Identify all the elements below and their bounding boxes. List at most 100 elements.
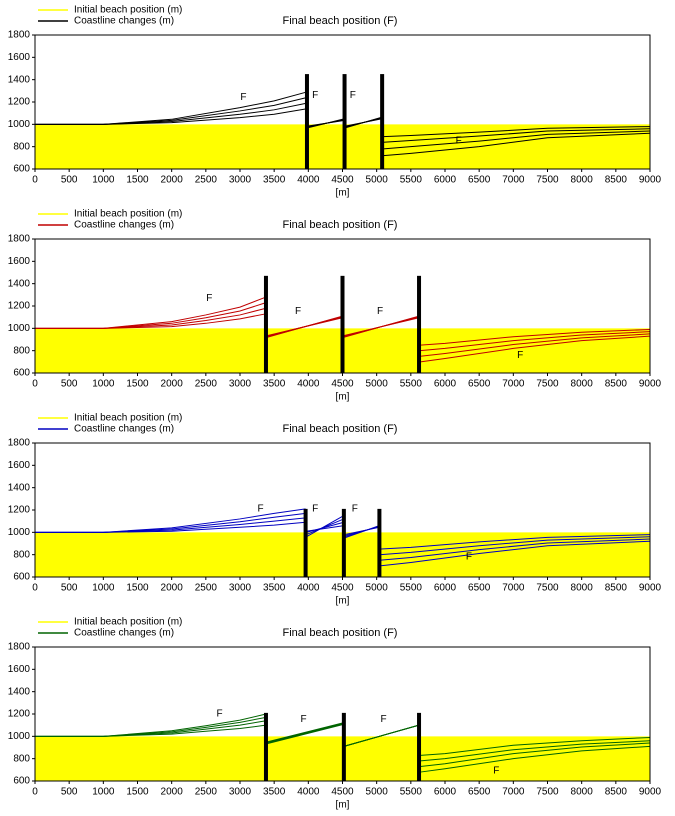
y-tick-label: 1200 (8, 301, 31, 312)
annotation: F (295, 306, 301, 317)
x-axis-label: [m] (336, 800, 350, 811)
x-tick-label: 3500 (263, 583, 286, 594)
x-tick-label: 8000 (571, 175, 594, 186)
x-tick-label: 9000 (639, 379, 662, 390)
x-tick-label: 2000 (161, 787, 184, 798)
chart: F F F F 600 800 1000 1200 1400 1600 1800 0 500 1000 15… (8, 5, 662, 199)
y-tick-label: 1000 (8, 527, 31, 538)
groin (417, 275, 422, 373)
x-tick-label: 2500 (195, 583, 218, 594)
x-tick-label: 9000 (639, 175, 662, 186)
x-tick-label: 0 (32, 583, 38, 594)
groin (340, 275, 345, 373)
x-tick-label: 5000 (366, 583, 389, 594)
x-tick-label: 7500 (536, 175, 559, 186)
chart: F F F F 600 800 1000 1200 1400 1600 1800 0 500 1000 15… (8, 617, 662, 811)
y-tick-label: 1200 (8, 709, 31, 720)
x-tick-label: 8500 (605, 175, 628, 186)
groin (263, 275, 268, 373)
groin (304, 74, 309, 169)
legend-label: Initial beach position (m) (74, 413, 182, 424)
x-tick-label: 6500 (468, 379, 491, 390)
x-tick-label: 6000 (434, 583, 457, 594)
x-tick-label: 8500 (605, 379, 628, 390)
y-tick-label: 1400 (8, 686, 31, 697)
y-tick-label: 1600 (8, 664, 31, 675)
x-tick-label: 7500 (536, 379, 559, 390)
legend-label: Initial beach position (m) (74, 617, 182, 628)
x-tick-label: 6500 (468, 583, 491, 594)
chart-title: Final beach position (F) (283, 15, 398, 27)
chart-title: Final beach position (F) (283, 423, 398, 435)
x-tick-label: 5000 (366, 175, 389, 186)
x-tick-label: 7000 (502, 583, 525, 594)
x-tick-label: 2000 (161, 175, 184, 186)
legend-label: Coastline changes (m) (74, 16, 174, 27)
x-tick-label: 6500 (468, 175, 491, 186)
y-tick-label: 1400 (8, 278, 31, 289)
x-tick-label: 6000 (434, 175, 457, 186)
annotation: F (257, 504, 263, 515)
x-tick-label: 5000 (366, 379, 389, 390)
x-tick-label: 6000 (434, 379, 457, 390)
x-tick-label: 4000 (297, 583, 320, 594)
y-tick-label: 600 (13, 776, 30, 787)
x-tick-label: 4000 (297, 379, 320, 390)
y-tick-label: 1000 (8, 323, 31, 334)
x-tick-label: 1500 (126, 583, 149, 594)
x-tick-label: 2500 (195, 787, 218, 798)
y-tick-label: 800 (13, 753, 30, 764)
x-tick-label: 500 (61, 583, 78, 594)
x-tick-label: 1000 (92, 175, 115, 186)
legend-label: Coastline changes (m) (74, 628, 174, 639)
legend-label: Initial beach position (m) (74, 5, 182, 16)
annotation: F (206, 293, 212, 304)
x-tick-label: 3000 (229, 175, 252, 186)
annotation: F (466, 552, 472, 563)
coastline (35, 720, 651, 762)
y-tick-label: 800 (13, 141, 30, 152)
x-tick-label: 7000 (502, 175, 525, 186)
x-axis-label: [m] (336, 596, 350, 607)
x-tick-label: 9000 (639, 583, 662, 594)
y-tick-label: 800 (13, 549, 30, 560)
x-tick-label: 5000 (366, 787, 389, 798)
x-tick-label: 4500 (331, 787, 354, 798)
annotation: F (352, 504, 358, 515)
x-tick-label: 3500 (263, 175, 286, 186)
x-tick-label: 1500 (126, 175, 149, 186)
y-tick-label: 1800 (8, 642, 31, 653)
x-tick-label: 0 (32, 379, 38, 390)
y-tick-label: 600 (13, 164, 30, 175)
x-tick-label: 7500 (536, 583, 559, 594)
annotation: F (312, 504, 318, 515)
chart-title: Final beach position (F) (283, 627, 398, 639)
coastline (35, 713, 651, 773)
y-tick-label: 1000 (8, 731, 31, 742)
x-tick-label: 4000 (297, 787, 320, 798)
coastline (35, 512, 651, 561)
x-tick-label: 3000 (229, 787, 252, 798)
groin (342, 74, 347, 169)
x-tick-label: 3500 (263, 787, 286, 798)
y-tick-label: 600 (13, 572, 30, 583)
annotation: F (456, 136, 462, 147)
y-tick-label: 1600 (8, 52, 31, 63)
y-tick-label: 1800 (8, 438, 31, 449)
x-tick-label: 3500 (263, 379, 286, 390)
coastline (35, 716, 651, 767)
chart-title: Final beach position (F) (283, 219, 398, 231)
x-tick-label: 7000 (502, 379, 525, 390)
y-tick-label: 1800 (8, 30, 31, 41)
y-tick-label: 1400 (8, 482, 31, 493)
coastline (35, 517, 651, 556)
annotation: F (240, 92, 246, 103)
x-axis-label: [m] (336, 392, 350, 403)
x-tick-label: 8000 (571, 583, 594, 594)
x-tick-label: 5500 (400, 583, 423, 594)
x-tick-label: 6500 (468, 787, 491, 798)
x-tick-label: 7000 (502, 787, 525, 798)
x-tick-label: 500 (61, 787, 78, 798)
groin (417, 712, 422, 781)
